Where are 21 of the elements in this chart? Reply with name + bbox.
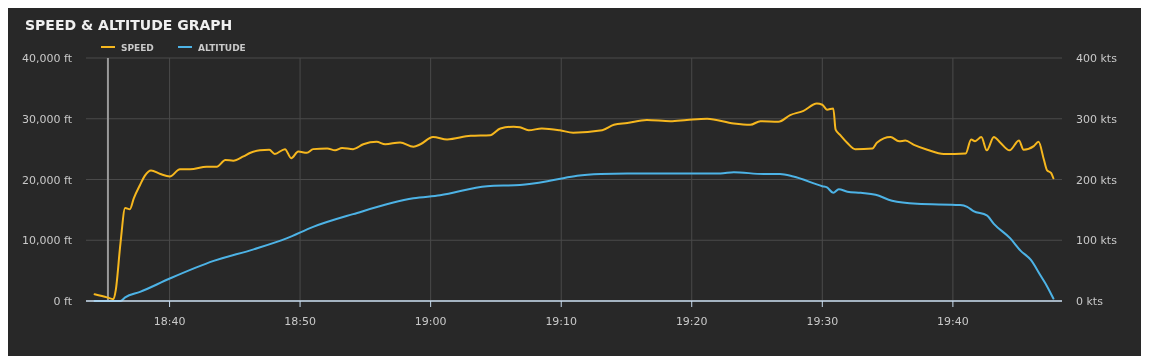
y2-tick-label: 400 kts — [1076, 52, 1118, 65]
x-tick-label: 19:10 — [545, 315, 578, 328]
y-tick-label: 20,000 ft — [22, 173, 73, 187]
line-series — [93, 102, 1055, 301]
x-tick-label: 18:50 — [284, 315, 316, 328]
x-tick-label: 18:40 — [153, 315, 186, 328]
legend-label: SPEED — [121, 43, 154, 53]
y2-tick-label: 100 kts — [1076, 234, 1118, 248]
chart-title: SPEED & ALTITUDE GRAPH — [25, 17, 233, 33]
y2-tick-label: 300 kts — [1076, 112, 1118, 126]
legend-label: ALTITUDE — [198, 43, 246, 53]
x-tick-label: 19:00 — [414, 315, 447, 328]
y-tick-label: 30,000 ft — [22, 112, 73, 126]
x-tick-label: 19:40 — [937, 315, 969, 328]
y-tick-label: 10,000 ft — [22, 234, 73, 248]
y-tick-label: 0 ft — [53, 295, 73, 308]
y-tick-label: 40,000 ft — [22, 52, 73, 65]
y2-tick-label: 200 kts — [1076, 173, 1118, 187]
x-tick-label: 19:30 — [806, 315, 839, 328]
y2-tick-label: 0 kts — [1076, 295, 1104, 308]
x-tick-label: 19:20 — [675, 315, 708, 328]
